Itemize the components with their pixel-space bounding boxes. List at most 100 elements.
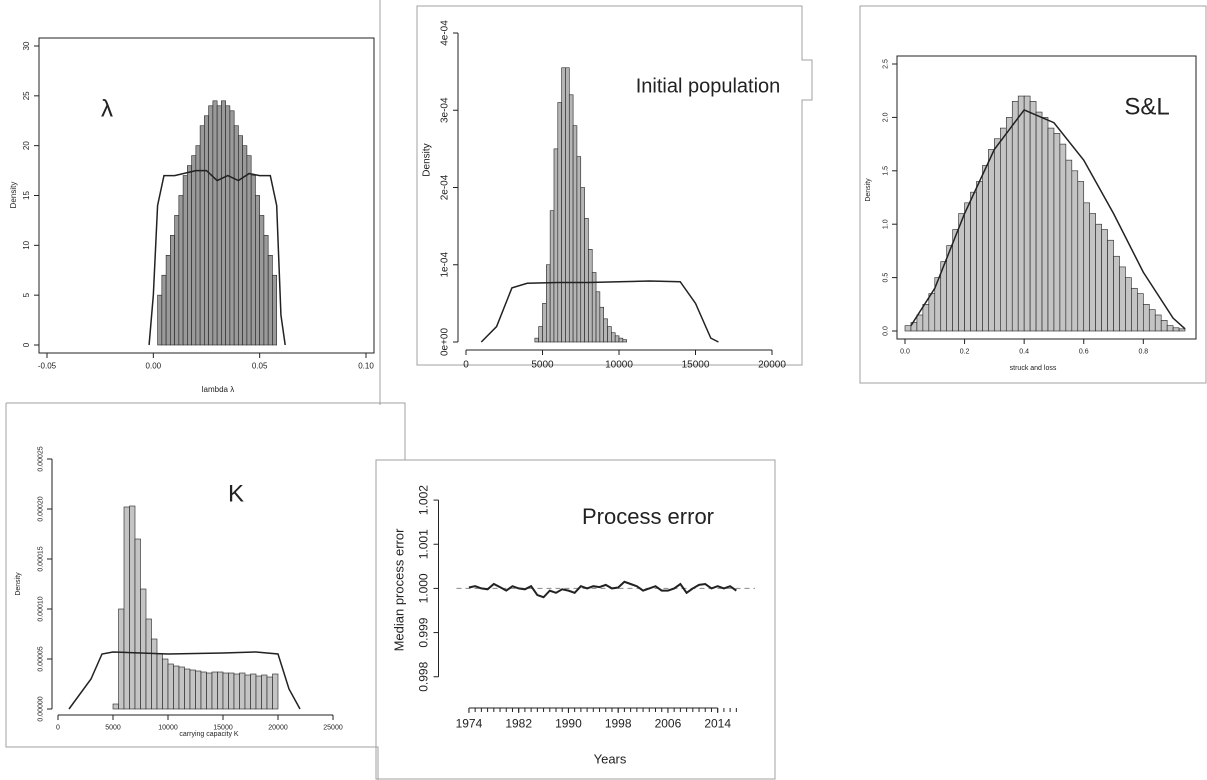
histogram-bar	[229, 110, 235, 346]
histogram-bar	[225, 105, 231, 346]
y-tick-label: 0.998	[417, 661, 431, 691]
histogram-bar	[565, 67, 570, 343]
histogram-bar	[216, 105, 222, 346]
x-tick-label: 0.00	[146, 362, 162, 371]
x-tick-label: 2014	[704, 717, 731, 731]
y-axis-label: Density	[422, 143, 433, 176]
histogram-bar	[170, 235, 175, 346]
chart-title: S&L	[1124, 93, 1169, 120]
y-tick-label: 0	[22, 342, 31, 347]
histogram-bar	[1023, 95, 1031, 332]
panel-borders	[5, 0, 1207, 780]
histogram-bar	[952, 229, 959, 332]
histogram-bar	[553, 148, 559, 343]
x-tick-label: 1982	[505, 717, 532, 731]
y-tick-label: 1e-04	[440, 252, 451, 278]
histogram-bar	[195, 670, 202, 710]
y-tick-label: 15	[22, 191, 31, 200]
histogram-bar	[1166, 325, 1174, 332]
histogram-bar	[928, 293, 936, 332]
histogram-bar	[145, 618, 152, 710]
x-tick-label: 0	[463, 360, 469, 371]
x-tick-label: 1990	[555, 717, 582, 731]
histogram-bar	[199, 125, 205, 346]
histogram-bar	[1065, 159, 1073, 332]
histogram-bar	[1035, 111, 1043, 332]
y-tick-label: 1.0	[882, 219, 889, 229]
y-tick-label: 0.0	[882, 326, 889, 336]
histogram-bar	[584, 218, 589, 343]
y-tick-label: 4e-04	[440, 20, 451, 46]
histogram-bar	[112, 703, 119, 710]
histogram-bar	[607, 326, 612, 343]
histogram-bar	[151, 638, 158, 710]
histogram-bar	[1017, 95, 1025, 332]
x-axis-label: carrying capacity K	[179, 731, 238, 738]
chart-title: K	[228, 480, 244, 507]
histogram-bar	[994, 138, 1001, 332]
histogram-bar	[191, 155, 197, 346]
histogram-bar	[557, 102, 562, 343]
x-tick-label: 20000	[268, 725, 288, 732]
y-tick-label: 2.5	[882, 59, 889, 69]
histogram-bar	[263, 235, 269, 346]
y-tick-label: 0.00010	[37, 596, 44, 621]
histogram-bar	[1029, 101, 1037, 332]
histogram-bar	[200, 671, 207, 710]
histogram-bar	[1143, 303, 1150, 332]
histogram-bar	[611, 332, 616, 343]
y-tick-label: 0.00000	[37, 696, 44, 721]
histogram-bar	[1131, 287, 1138, 332]
histogram-bar	[904, 325, 912, 332]
histogram-bar	[239, 672, 246, 710]
histogram-bar	[599, 306, 605, 343]
histogram-bar	[1178, 328, 1186, 332]
histogram-bar	[561, 67, 566, 343]
y-tick-label: 0.00025	[37, 446, 44, 471]
histogram-bar	[157, 294, 163, 346]
histogram-bar	[167, 663, 174, 710]
histogram-bar	[922, 303, 930, 332]
histogram-bar	[221, 100, 226, 346]
x-tick-label: 1974	[456, 717, 483, 731]
prior-density-line	[910, 109, 1186, 330]
histogram-bar	[189, 669, 196, 710]
panel-border	[859, 5, 1207, 384]
histogram-bar	[255, 675, 262, 710]
histogram-bar	[156, 653, 163, 710]
histogram-bar	[222, 672, 229, 710]
x-tick-label: 15000	[682, 360, 710, 371]
histogram-bar	[1119, 266, 1126, 332]
histogram-bar	[618, 337, 624, 343]
histogram-bar	[182, 175, 188, 346]
x-tick-label: 0.05	[252, 362, 268, 371]
histogram-bar	[165, 255, 171, 346]
histogram-bar	[1095, 223, 1102, 332]
histogram-bar	[1083, 202, 1090, 332]
histogram-bar	[211, 671, 218, 710]
histogram-bar	[542, 303, 547, 343]
histogram-bar	[580, 187, 585, 343]
histogram-bar	[988, 149, 995, 332]
histogram-bar	[246, 155, 252, 346]
histogram-bar	[178, 195, 184, 346]
histogram-bar	[187, 165, 192, 346]
histogram-bar	[1113, 255, 1120, 332]
histogram-bar	[1125, 277, 1132, 332]
histogram-bar	[982, 165, 989, 332]
histogram-bar	[946, 245, 953, 332]
histogram-bar	[204, 115, 209, 346]
histogram-bar	[1077, 181, 1085, 332]
chart-title: Initial population	[636, 75, 781, 97]
chart-title: λ	[101, 95, 113, 122]
y-tick-label: 1.5	[882, 166, 889, 176]
histogram-bar	[118, 608, 125, 710]
histogram-bar	[572, 125, 578, 343]
histogram-bar	[916, 314, 924, 332]
x-tick-label: 5000	[531, 360, 554, 371]
x-tick-label: 0.8	[1138, 349, 1148, 356]
histogram-bar	[588, 249, 593, 343]
histogram-bar	[266, 676, 273, 710]
histogram-bar	[140, 588, 147, 710]
y-tick-label: 30	[22, 41, 31, 50]
